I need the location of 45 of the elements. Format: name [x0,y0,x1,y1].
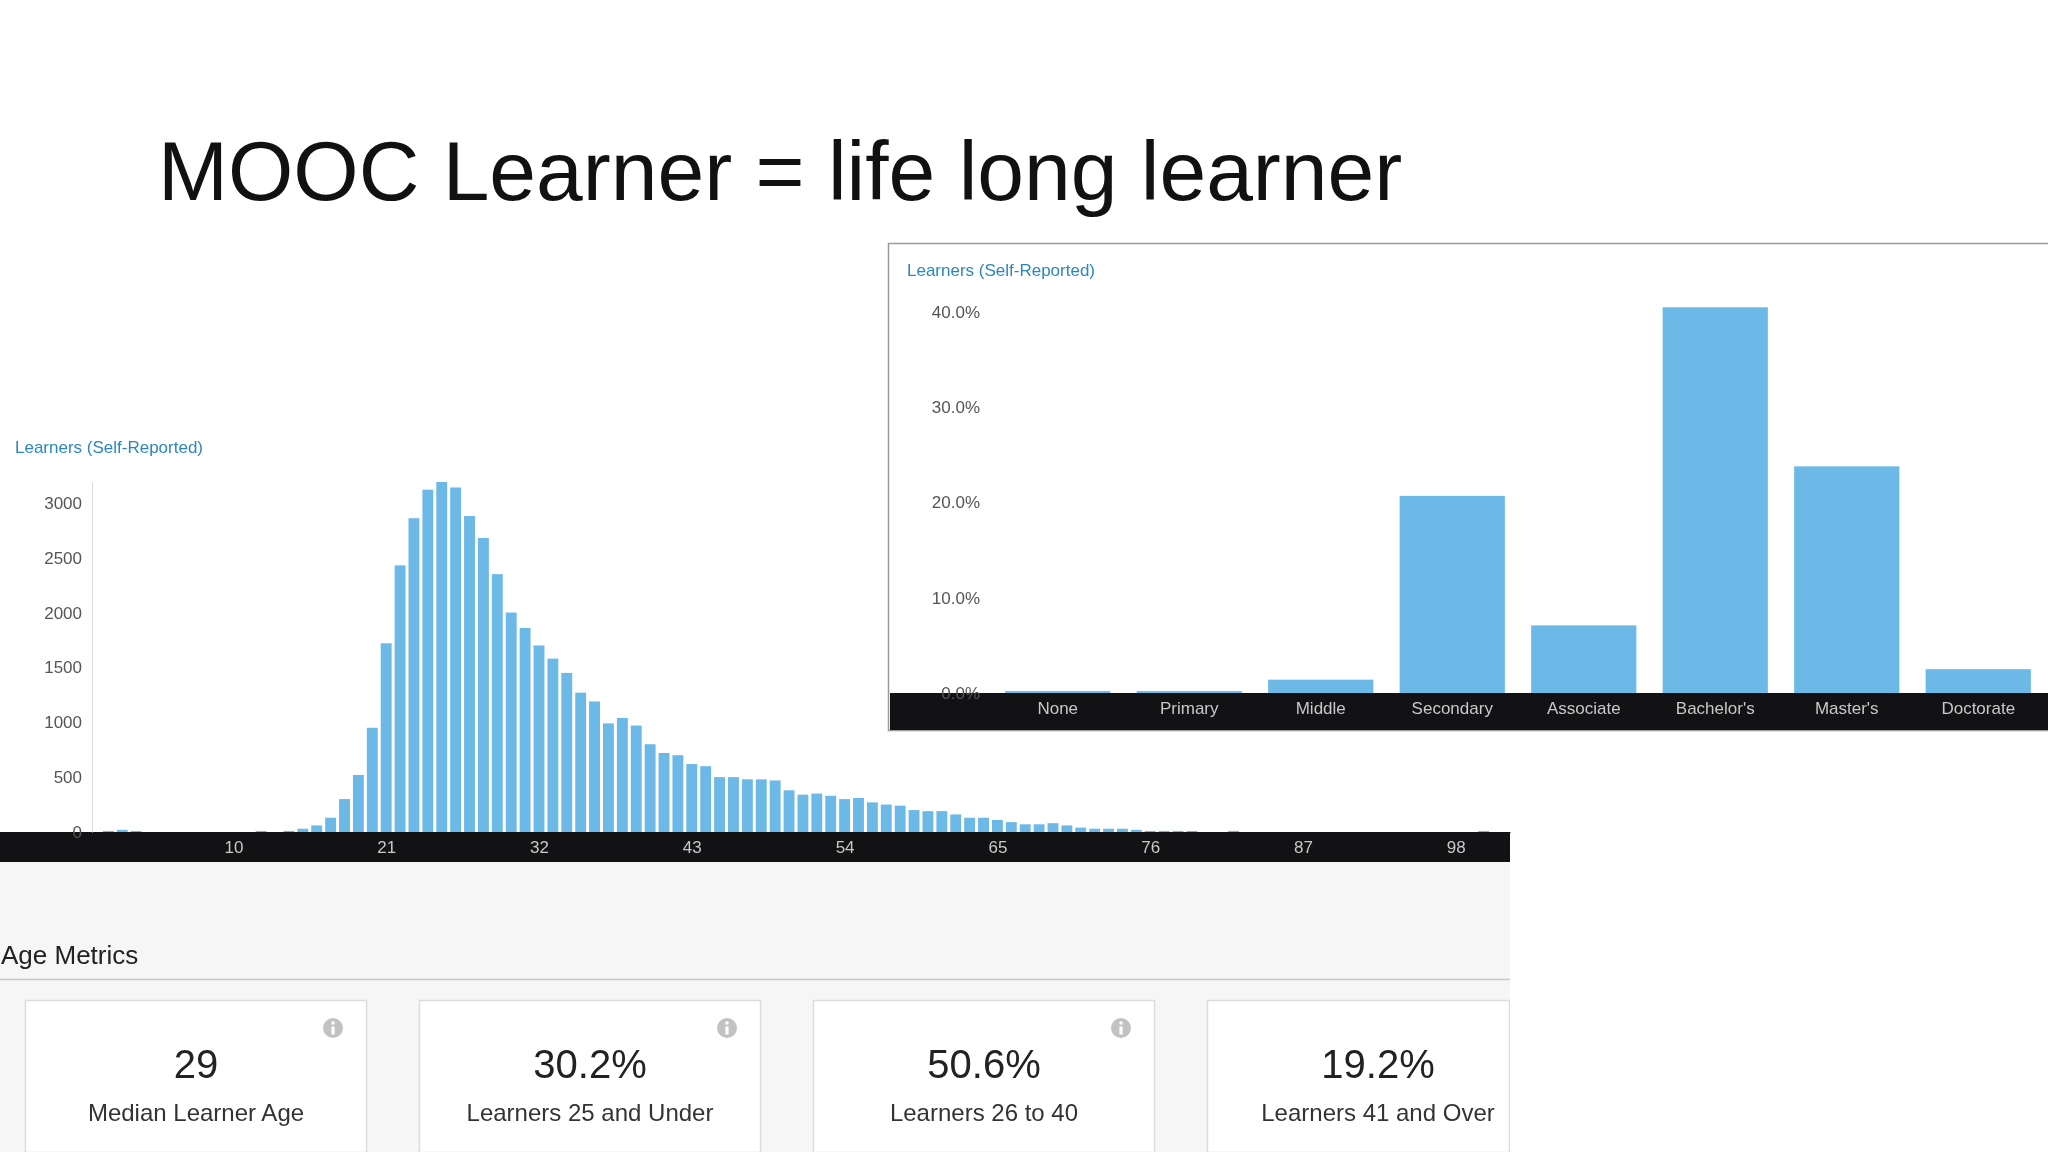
x-tick-label: 54 [835,838,855,858]
x-tick-label: None [1037,699,1079,719]
y-tick-label: 40.0% [931,303,980,323]
chart-title: MOOC Learner = life long learner [158,124,1403,218]
x-tick-label: 76 [1141,838,1161,858]
bar [1268,679,1374,693]
x-tick-label: 65 [988,838,1008,858]
x-tick-label: 21 [377,838,397,858]
text: 19.2% [1321,1041,1435,1086]
bar [1531,625,1637,693]
x-tick-label: Primary [1159,699,1220,719]
x-tick-label: Associate [1546,699,1621,719]
bar [1399,495,1505,693]
y-tick-label: 2000 [44,603,82,623]
text: 30.2% [533,1041,647,1086]
x-tick-label: Doctorate [1941,699,2016,719]
x-tick-label: Bachelor's [1675,699,1755,719]
x-tick-label: Secondary [1411,699,1494,719]
bar [1662,307,1768,693]
y-tick-label: 2500 [44,548,82,568]
bar [1925,669,2031,693]
y-tick-label: 500 [53,768,82,788]
x-tick-label: 87 [1294,838,1313,858]
x-tick-label: 10 [224,838,244,858]
text: Age Metrics [1,939,139,970]
bar [1794,466,1900,693]
y-tick-label: 10.0% [931,588,980,608]
y-tick-label: 3000 [44,493,82,513]
y-tick-label: 1500 [44,658,82,678]
text: 50.6% [927,1041,1041,1086]
text: Median Learner Age [87,1099,305,1127]
text: 29 [173,1041,219,1086]
y-axis-title: Learners (Self-Reported) [15,438,204,458]
y-tick-label: 1000 [44,713,82,733]
y-axis-title: Learners (Self-Reported) [907,261,1096,281]
x-tick-label: Master's [1814,699,1879,719]
x-tick-label: 43 [682,838,702,858]
y-tick-label: 20.0% [931,493,980,513]
text: Learners 26 to 40 [889,1099,1079,1127]
text: Learners 41 and Over [1261,1099,1495,1127]
x-tick-label: Middle [1295,699,1346,719]
x-tick-label: 98 [1446,838,1466,858]
text: Learners 25 and Under [466,1099,714,1127]
y-tick-label: 30.0% [931,398,980,418]
x-tick-label: 32 [530,838,549,858]
